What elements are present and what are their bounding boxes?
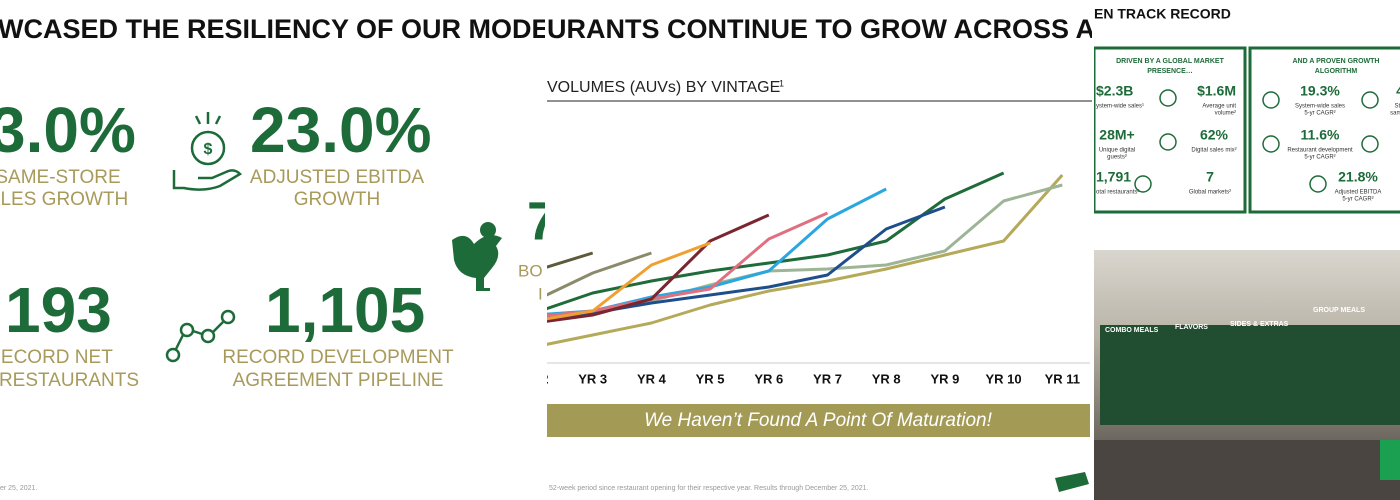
series-line <box>547 183 1063 321</box>
stat-value: 1,791 <box>1096 169 1131 185</box>
stat-label: ystem-wide sales¹ <box>1096 104 1144 110</box>
money-hand-icon <box>172 112 243 191</box>
slide-3: EN TRACK RECORD DRIVEN BY A GLOBAL MARKE… <box>1094 6 1400 500</box>
stat-label: guests² <box>1107 155 1127 161</box>
stat-label: Unique digital <box>1099 148 1135 154</box>
stat-value: 11.6% <box>1301 127 1340 143</box>
right-box <box>1248 46 1400 214</box>
stat-value: 3.0% <box>0 94 136 166</box>
footnote: er 25, 2021. <box>0 485 37 492</box>
x-tick-label: YR 5 <box>696 371 725 386</box>
stat-label: Global markets² <box>1189 190 1231 196</box>
stat-value: 19.3% <box>1300 83 1340 99</box>
stat-label: 5-yr CAGR² <box>1342 197 1373 203</box>
x-tick-label: YR 9 <box>930 371 959 386</box>
box-header: DRIVEN BY A GLOBAL MARKET <box>1116 58 1224 65</box>
slide-2: URANTS CONTINUE TO GROW ACROSS ALL V VOL… <box>520 14 1153 492</box>
stat-label: 5-yr CAGR² <box>1304 111 1335 117</box>
stat-label: Restaurant development <box>1287 148 1353 154</box>
stat-label: RECORD DEVELOPMENT <box>222 347 454 368</box>
stat-label: ALES GROWTH <box>0 189 128 210</box>
x-tick-label: YR 2 <box>520 371 549 386</box>
stat-label: 5-yr CAGR² <box>1304 155 1335 161</box>
partial-text: I <box>538 284 543 303</box>
stat-value: $1.6M <box>1197 83 1236 99</box>
stat-icon <box>1262 135 1280 153</box>
stat-value: 193 <box>5 274 112 346</box>
logo <box>1055 472 1089 492</box>
x-tick-label: YR 8 <box>872 371 901 386</box>
chart-title: URANTS CONTINUE TO GROW ACROSS ALL V <box>547 14 1153 44</box>
stat-label: volume² <box>1215 111 1236 117</box>
stat-value: 21.8% <box>1338 169 1378 185</box>
partial-text: 7 <box>527 191 557 251</box>
chicken-head <box>480 222 496 238</box>
series-line <box>547 211 829 318</box>
counter <box>1094 440 1400 500</box>
menu-heading: FLAVORS <box>1175 324 1208 331</box>
x-tick-label: YR 11 <box>1045 371 1080 386</box>
x-tick-label: YR 7 <box>813 371 842 386</box>
stat-icon <box>1361 91 1379 109</box>
stat-label: V RESTAURANTS <box>0 370 139 391</box>
menu-heading: GROUP MEALS <box>1313 307 1365 314</box>
box-header: PRESENCE… <box>1147 68 1193 75</box>
chicken-icon <box>452 235 502 291</box>
menu-heading: SIDES & EXTRAS <box>1230 321 1289 328</box>
stat-label: same-s <box>1390 111 1400 117</box>
series-line <box>547 174 1064 346</box>
stat-value: 23.0% <box>250 94 431 166</box>
stat-value: $2.3B <box>1096 83 1133 99</box>
banner <box>547 404 1090 437</box>
dollar-sign: $ <box>204 141 213 158</box>
series-line <box>547 213 770 323</box>
x-tick-label: YR 4 <box>637 371 667 386</box>
stat-icon <box>1134 175 1152 193</box>
stat-label: RECORD NET <box>0 347 113 368</box>
subtitle-note: 1 <box>779 78 784 88</box>
stat-label: ADJUSTED EBITDA <box>250 167 425 188</box>
slide-1: WCASED THE RESILIENCY OF OUR MODEL 3.0% … <box>0 14 566 492</box>
stat-label: System-wide sales <box>1295 104 1345 110</box>
left-box <box>1094 46 1247 214</box>
stat-icon <box>1262 91 1280 109</box>
stat-label: GROWTH <box>294 189 381 210</box>
growth-dots-icon <box>165 309 236 363</box>
footnote: 52-week period since restaurant opening … <box>549 485 869 492</box>
stat-value: 4 <box>1396 83 1400 99</box>
stat-icon <box>1159 89 1177 107</box>
x-tick-label: YR 10 <box>986 371 1022 386</box>
stat-label: AGREEMENT PIPELINE <box>233 370 444 391</box>
stat-icon <box>1309 175 1327 193</box>
slide-title: EN TRACK RECORD <box>1094 6 1231 22</box>
series-line <box>547 241 711 321</box>
stat-label: Average unit <box>1202 104 1236 110</box>
stat-value: 62% <box>1200 127 1229 143</box>
menu-board <box>1100 325 1400 425</box>
partial-text: BO <box>518 261 543 280</box>
stat-value: 1,105 <box>265 274 425 346</box>
menu-heading: COMBO MEALS <box>1105 327 1159 334</box>
stat-icon <box>1159 133 1177 151</box>
stat-value: 7 <box>1206 169 1214 185</box>
series-line <box>547 251 652 297</box>
x-tick-label: YR 6 <box>754 371 783 386</box>
x-tick-label: YR 3 <box>578 371 607 386</box>
stat-label: SAME-STORE <box>0 167 121 188</box>
chart-subtitle: VOLUMES (AUVs) BY VINTAGE <box>547 79 780 96</box>
box-header: ALGORITHM <box>1315 68 1358 75</box>
slide-title: WCASED THE RESILIENCY OF OUR MODEL <box>0 14 566 44</box>
stat-label: Digital sales mix² <box>1191 148 1236 154</box>
stat-label: Adjusted EBITDA <box>1335 190 1382 196</box>
series-line <box>547 251 594 269</box>
stat-value: 28M+ <box>1099 127 1134 143</box>
stat-icon <box>1361 135 1379 153</box>
screen <box>1380 440 1400 480</box>
banner-text: We Haven’t Found A Point Of Maturation! <box>644 410 993 431</box>
stat-label: Stor <box>1394 104 1400 110</box>
stat-label: otal restaurants² <box>1096 190 1139 196</box>
box-header: AND A PROVEN GROWTH <box>1293 58 1380 65</box>
